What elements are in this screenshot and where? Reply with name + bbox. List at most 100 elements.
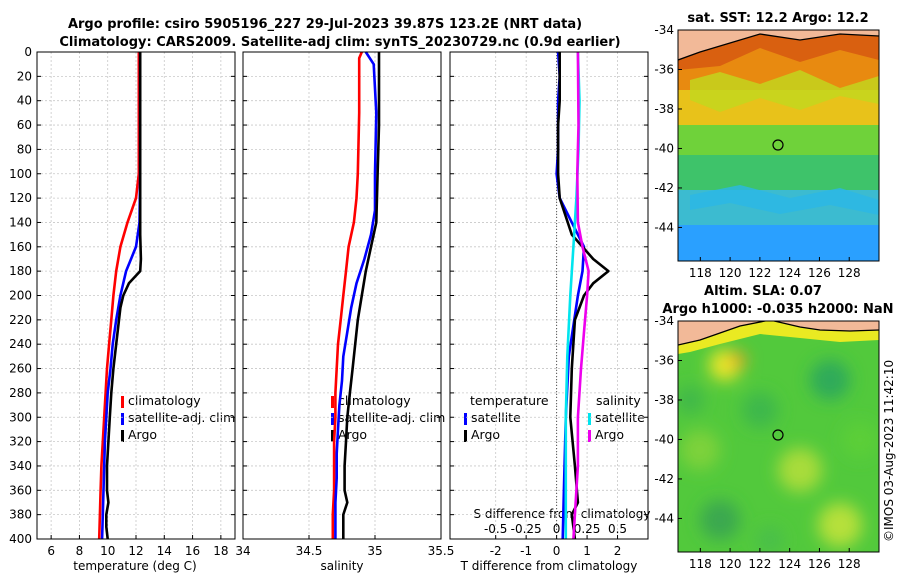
legend-temperature: temperature <box>470 393 549 408</box>
sst-map-title: sat. SST: 12.2 Argo: 12.2 <box>687 11 868 26</box>
salinity-panel: salinity climatology satellite-adj. clim… <box>235 51 455 573</box>
map-ytick-label: -34 <box>654 23 674 37</box>
title-line-1: Argo profile: csiro 5905196_227 29-Jul-2… <box>68 17 582 32</box>
ytick-label: 320 <box>9 435 32 449</box>
difference-axes-frame <box>449 51 649 540</box>
temperature-axes-frame <box>36 51 236 540</box>
xtick-label: 12 <box>128 544 143 558</box>
grid <box>37 52 235 539</box>
sla-map-title-1: Altim. SLA: 0.07 <box>704 284 822 299</box>
xtick-label-s: 0 <box>553 522 561 536</box>
legend-t-argo: Argo <box>471 427 500 442</box>
map-xtick-label: 126 <box>808 557 831 571</box>
map-ticks: 118 120 122 124 126 128 -34 -36 -38 -40 -42 -44 <box>654 314 860 571</box>
map-ytick-label: -34 <box>654 314 674 328</box>
ytick-label: 360 <box>9 483 32 497</box>
ytick-label: 180 <box>9 264 32 278</box>
sst-map: sat. SST: 12.2 Argo: 12.2 118 120 122 124 12… <box>654 11 880 280</box>
map-ytick-label: -44 <box>654 511 674 525</box>
ytick-label: 40 <box>17 94 32 108</box>
xtick-label: -1 <box>520 544 532 558</box>
legend-s-argo: Argo <box>595 427 624 442</box>
series-s-argo <box>572 51 590 540</box>
title-line-2: Climatology: CARS2009. Satellite-adj cli… <box>59 35 620 50</box>
ytick-label: 120 <box>9 191 32 205</box>
map-xtick-label: 120 <box>719 266 742 280</box>
series-climatology <box>331 51 363 539</box>
ytick-label: 340 <box>9 459 32 473</box>
ytick-label: 220 <box>9 313 32 327</box>
map-xtick-label: 128 <box>838 557 861 571</box>
grid <box>243 52 441 539</box>
sst-float-marker <box>772 139 784 151</box>
xtick-label: 2 <box>614 544 622 558</box>
xtick-label: 18 <box>213 544 228 558</box>
salinity-axes-frame <box>242 51 442 540</box>
legend-swatch-satellite <box>331 413 334 425</box>
sla-float-marker <box>772 429 784 441</box>
map-xtick-label: 124 <box>778 266 801 280</box>
series-t-argo <box>556 52 610 540</box>
xtick-label: 14 <box>157 544 172 558</box>
map-xtick-label: 118 <box>689 266 712 280</box>
series-climatology <box>97 52 141 540</box>
xtick-label: 0 <box>553 544 561 558</box>
ytick-label: 20 <box>17 69 32 83</box>
map-ticks: 118 120 122 124 126 128 -34 -36 -38 -40 -42 -44 <box>654 23 860 280</box>
ticks: 0 20 40 60 80 100 120 140 160 180 200 220 240 260 280 3… <box>9 45 235 558</box>
xtick-label-s: -0.25 <box>511 522 542 536</box>
difference-xlabel-top: S difference from climatology <box>474 507 651 521</box>
ticks: -2 -1 0 1 2 -0.5 -0.25 0 0.25 0.5 <box>450 51 648 558</box>
map-ytick-label: -40 <box>654 141 674 155</box>
legend-argo: Argo <box>338 427 367 442</box>
legend-s-satellite: satellite <box>595 410 645 425</box>
map-xtick-label: 120 <box>719 557 742 571</box>
xtick-label: 1 <box>583 544 591 558</box>
sla-map-frame <box>677 320 880 553</box>
series-satellite-adj-clim <box>334 51 378 539</box>
series-lines <box>555 51 610 540</box>
legend-swatch-argo <box>121 430 124 442</box>
ytick-label: 380 <box>9 508 32 522</box>
legend-swatch-t-satellite <box>464 413 467 425</box>
ytick-label: 200 <box>9 289 32 303</box>
grid <box>450 52 648 539</box>
legend-swatch-s-satellite <box>588 413 591 425</box>
sla-land <box>678 321 879 345</box>
series-lines <box>97 52 143 540</box>
ytick-label: 100 <box>9 167 32 181</box>
series-argo <box>341 52 381 539</box>
ytick-label: 60 <box>17 118 32 132</box>
legend-argo: Argo <box>128 427 157 442</box>
difference-legend-left: temperature satellite Argo <box>464 393 549 442</box>
xtick-label: -2 <box>490 544 502 558</box>
xtick-label: 34.5 <box>296 544 323 558</box>
difference-legend-right: salinity satellite Argo <box>588 393 645 442</box>
sla-map-title-2: Argo h1000: -0.035 h2000: NaN <box>662 302 893 317</box>
xtick-label: 35.5 <box>428 544 455 558</box>
legend-salinity: salinity <box>596 393 641 408</box>
map-xtick-label: 118 <box>689 557 712 571</box>
xtick-label-s: 0.5 <box>608 522 627 536</box>
map-ytick-label: -36 <box>654 62 674 76</box>
map-ytick-label: -42 <box>654 181 674 195</box>
ytick-label: 160 <box>9 240 32 254</box>
ytick-label: 280 <box>9 386 32 400</box>
xtick-label-s: -0.5 <box>484 522 507 536</box>
sst-coastline <box>678 33 879 61</box>
ytick-label: 400 <box>9 532 32 546</box>
sst-land <box>678 30 879 60</box>
legend-swatch-satellite <box>121 413 124 425</box>
map-xtick-label: 128 <box>838 266 861 280</box>
series-lines <box>331 51 381 539</box>
xtick-label: 34 <box>235 544 250 558</box>
xtick-label: 10 <box>100 544 115 558</box>
ytick-label: 0 <box>24 45 32 59</box>
xtick-label: 16 <box>185 544 200 558</box>
ytick-label: 260 <box>9 362 32 376</box>
sst-map-frame <box>677 29 880 262</box>
ytick-label: 300 <box>9 410 32 424</box>
map-xtick-label: 122 <box>748 557 771 571</box>
difference-panel: T difference from climatology S differen… <box>449 51 651 573</box>
map-ytick-label: -40 <box>654 432 674 446</box>
